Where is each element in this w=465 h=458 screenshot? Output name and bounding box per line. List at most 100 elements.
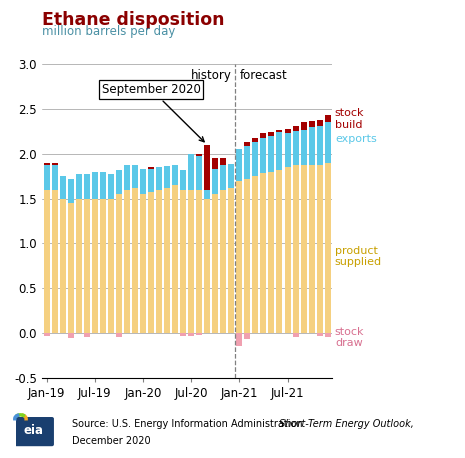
Bar [68,333,74,338]
Bar [260,137,266,174]
Bar [180,170,186,190]
Bar [325,163,331,333]
Bar [325,333,331,337]
Text: eia: eia [24,424,44,437]
Text: stock
draw: stock draw [335,327,365,349]
Bar [220,158,226,164]
Bar [100,199,106,333]
Bar [268,132,274,136]
Bar [116,170,122,194]
Bar [325,122,331,163]
Bar [140,194,146,333]
Text: product
supplied: product supplied [335,245,382,267]
Bar [245,179,250,333]
Bar [268,172,274,333]
Bar [204,145,210,190]
Bar [228,164,234,188]
Bar [68,179,74,203]
Text: Ethane disposition: Ethane disposition [42,11,224,29]
Bar [108,199,114,333]
Bar [245,333,250,339]
Bar [116,194,122,333]
Bar [44,333,50,336]
Bar [212,169,218,194]
Bar [212,158,218,169]
Bar [148,167,154,169]
Bar [277,170,283,333]
Bar [292,165,299,333]
Bar [180,333,186,336]
Bar [220,164,226,190]
Bar [300,165,306,333]
Bar [84,174,90,199]
Bar [236,180,242,333]
Bar [84,199,90,333]
Text: Short-Term Energy Outlook,: Short-Term Energy Outlook, [279,419,414,429]
Bar [292,126,299,131]
Text: Source: U.S. Energy Information Administration: Source: U.S. Energy Information Administ… [72,419,306,429]
Bar [44,190,50,333]
Bar [60,176,66,199]
Bar [252,137,259,142]
Bar [268,136,274,172]
Bar [132,164,138,188]
Bar [116,333,122,337]
Bar [92,199,98,333]
Bar [260,133,266,137]
Text: September 2020: September 2020 [101,83,204,142]
Bar [60,199,66,333]
Bar [277,130,283,132]
Bar [132,188,138,333]
Bar [260,174,266,333]
Bar [277,132,283,170]
Bar [188,190,194,333]
Bar [236,333,242,346]
Text: forecast: forecast [239,70,287,82]
Bar [245,146,250,179]
Bar [52,190,58,333]
Bar [285,167,291,333]
Bar [148,169,154,192]
Bar [196,154,202,157]
Bar [285,129,291,133]
Bar [285,133,291,167]
Bar [52,165,58,190]
Bar [325,115,331,122]
Bar [220,190,226,333]
Bar [300,130,306,165]
Bar [212,194,218,333]
Bar [84,333,90,337]
Bar [317,164,323,333]
Bar [148,192,154,333]
Bar [164,166,170,188]
Bar [188,333,194,336]
Bar [172,164,178,185]
Bar [180,190,186,333]
Bar [292,333,299,337]
Bar [300,122,306,130]
Text: December 2020: December 2020 [72,436,151,447]
Bar [44,165,50,190]
Bar [252,176,259,333]
Bar [124,165,130,190]
Text: stock
build: stock build [335,108,365,130]
Bar [100,172,106,199]
Bar [309,127,315,164]
Bar [204,199,210,333]
Bar [317,333,323,336]
Bar [245,142,250,146]
Bar [236,149,242,180]
Bar [68,203,74,333]
Text: history: history [191,70,231,82]
Bar [92,172,98,199]
Bar [76,199,82,333]
Text: million barrels per day: million barrels per day [42,25,175,38]
Bar [292,131,299,165]
Bar [204,190,210,199]
Bar [228,188,234,333]
Bar [156,167,162,190]
Bar [156,190,162,333]
Bar [196,333,202,335]
Bar [108,174,114,199]
Bar [164,188,170,333]
